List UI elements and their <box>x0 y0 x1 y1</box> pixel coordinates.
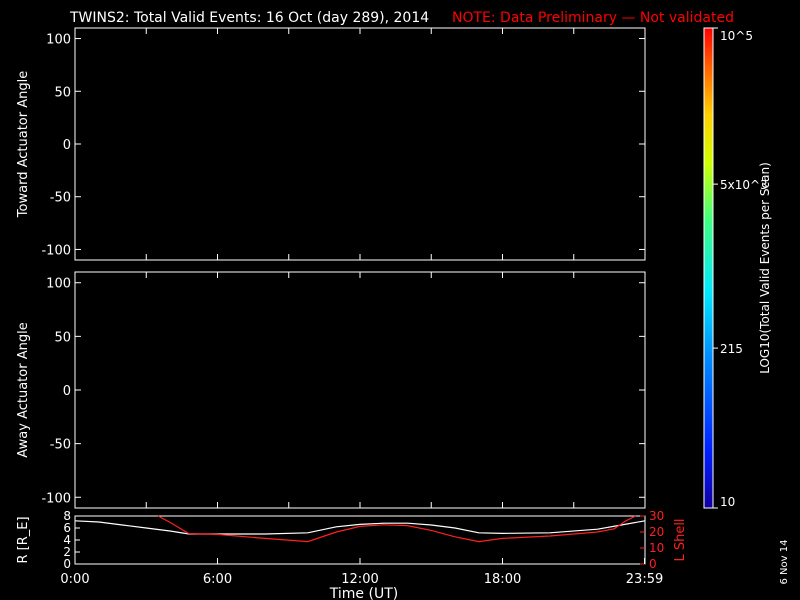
y-tick-label: -100 <box>41 243 71 258</box>
lshell-tick-label: 20 <box>649 525 664 539</box>
orbit-lines <box>74 515 646 543</box>
r-tick-label: 2 <box>63 545 71 559</box>
y-tick-label: 100 <box>46 277 71 292</box>
time-tick-label: 12:00 <box>341 572 378 587</box>
colorbar-tick-label: 10^5 <box>720 29 753 43</box>
y-tick-label: 50 <box>54 330 71 345</box>
y-tick-label: -100 <box>41 491 71 506</box>
colorbar-tick-label: 5x10^3 <box>720 178 768 192</box>
colorbar-label: LOG10(Total Valid Events per Scan) <box>758 162 772 374</box>
toward-heatmap-panel: 100 50 0 -50 -100 Toward Actuator Angle <box>16 27 646 261</box>
time-tick-label: 0:00 <box>60 572 89 587</box>
colorbar-gradient <box>703 27 714 509</box>
toward-panel-frame <box>74 27 646 261</box>
y-tick-label: 0 <box>63 384 71 399</box>
r-series-line <box>74 520 646 535</box>
lshell-axis-label: L Shell <box>673 518 688 561</box>
y-tick-label: 50 <box>54 85 71 100</box>
r-tick-label: 0 <box>63 557 71 571</box>
chart-title: TWINS2: Total Valid Events: 16 Oct (day … <box>69 10 429 26</box>
away-heatmap-panel: 100 50 0 -50 -100 Away Actuator Angle <box>16 271 646 509</box>
r-tick-label: 4 <box>63 533 71 547</box>
colorbar-tick-label: 10 <box>720 495 735 509</box>
y-tick-label: 0 <box>63 138 71 153</box>
colorbar-tick-label: 215 <box>720 342 743 356</box>
time-axis-ticks: 0:00 6:00 12:00 18:00 23:59 <box>60 558 663 587</box>
lshell-tick-label: 10 <box>649 541 664 555</box>
date-stamp: 6 Nov 14 <box>779 540 790 585</box>
r-tick-label: 6 <box>63 521 71 535</box>
time-axis-label: Time (UT) <box>329 586 398 600</box>
y-tick-label: -50 <box>50 191 71 206</box>
orbit-panel-frame <box>74 515 646 565</box>
colorbar-ticks: 10^5 5x10^3 215 10 <box>713 27 768 509</box>
y-tick-label: 100 <box>46 33 71 48</box>
lshell-series-line <box>157 515 636 543</box>
lshell-tick-label: 0 <box>649 557 657 571</box>
away-y-ticks: 100 50 0 -50 -100 <box>41 272 646 508</box>
time-tick-label: 6:00 <box>203 572 232 587</box>
colorbar: 10^5 5x10^3 215 10 LOG10(Total Valid Events… <box>703 27 772 509</box>
lshell-axis-ticks: 0 10 20 30 <box>640 509 664 571</box>
lshell-tick-label: 30 <box>649 509 664 523</box>
y-tick-label: -50 <box>50 438 71 453</box>
preliminary-note: NOTE: Data Preliminary — Not validated <box>452 10 734 26</box>
r-axis-label: R [R_E] <box>16 516 31 563</box>
away-panel-frame <box>74 271 646 509</box>
away-y-label: Away Actuator Angle <box>16 322 31 457</box>
r-tick-label: 8 <box>63 509 71 523</box>
toward-y-ticks: 100 50 0 -50 -100 <box>41 28 646 260</box>
time-tick-label: 23:59 <box>626 572 663 587</box>
toward-y-label: Toward Actuator Angle <box>16 71 31 218</box>
time-tick-label: 18:00 <box>484 572 521 587</box>
